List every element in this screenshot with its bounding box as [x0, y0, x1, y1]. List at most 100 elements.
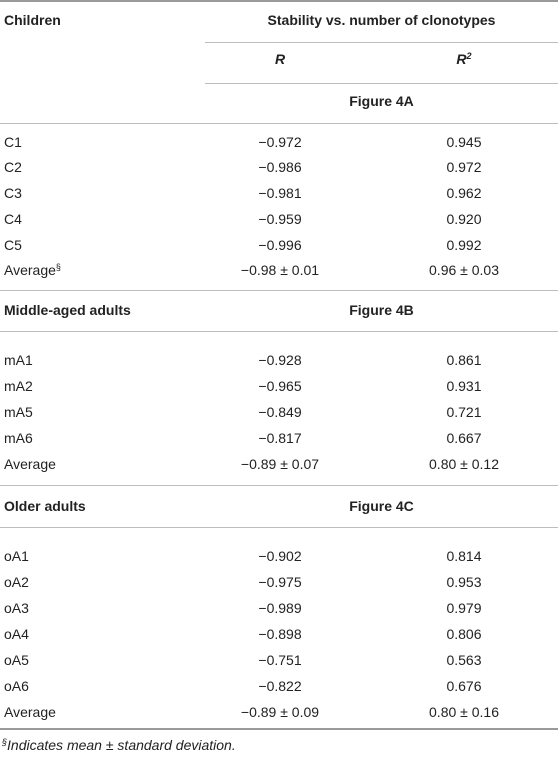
cell-r: −0.975: [258, 574, 302, 590]
cell-r2: 0.814: [446, 548, 482, 564]
section-rule: [0, 527, 558, 528]
table-row: oA2 −0.975 0.953: [0, 574, 558, 594]
table-row: mA5 −0.849 0.721: [0, 404, 558, 424]
column-r2-header: R2: [456, 51, 472, 67]
group-label-children: Children: [4, 12, 61, 28]
cell-r2: 0.979: [446, 600, 482, 616]
table-row: mA6 −0.817 0.667: [0, 430, 558, 450]
figure-label: Figure 4A: [349, 93, 414, 109]
cell-r: −0.89 ± 0.07: [240, 456, 320, 472]
cell-r: −0.981: [258, 185, 302, 201]
header-partial-rule: [205, 42, 558, 43]
footnote-marker: §: [55, 262, 61, 272]
row-label: mA6: [4, 430, 33, 446]
section-rule: [0, 290, 558, 291]
cell-r2: 0.563: [446, 652, 482, 668]
table-row-average: Average −0.89 ± 0.07 0.80 ± 0.12: [0, 456, 558, 476]
row-label: Average: [4, 704, 56, 720]
table-row: C1 −0.972 0.945: [0, 134, 558, 154]
table-footnote: §Indicates mean ± standard deviation.: [2, 737, 236, 753]
cell-r2: 0.96 ± 0.03: [429, 262, 499, 278]
cell-r: −0.98 ± 0.01: [240, 262, 320, 278]
footnote-marker: §: [2, 737, 8, 747]
header-row: Children Stability vs. number of clonoty…: [0, 12, 558, 32]
row-label: oA6: [4, 678, 29, 694]
table-row: mA2 −0.965 0.931: [0, 378, 558, 398]
row-label: mA5: [4, 404, 33, 420]
table-row: oA6 −0.822 0.676: [0, 678, 558, 698]
cell-r2: 0.667: [446, 430, 482, 446]
cell-r2: 0.920: [446, 211, 482, 227]
row-label: C1: [4, 134, 22, 150]
table-row: oA3 −0.989 0.979: [0, 600, 558, 620]
row-label: oA1: [4, 548, 29, 564]
cell-r: −0.817: [258, 430, 302, 446]
row-label: mA2: [4, 378, 33, 394]
cell-r2: 0.931: [446, 378, 482, 394]
footnote-text: Indicates mean ± standard deviation.: [7, 737, 236, 753]
column-r-header: R: [274, 51, 286, 67]
group-header-row: Older adults Figure 4C: [0, 498, 558, 518]
table-row: C4 −0.959 0.920: [0, 211, 558, 231]
cell-r2: 0.972: [446, 159, 482, 175]
cell-r2: 0.945: [446, 134, 482, 150]
table-row: C5 −0.996 0.992: [0, 237, 558, 257]
cell-r2: 0.861: [446, 352, 482, 368]
cell-r: −0.902: [258, 548, 302, 564]
span-title: Stability vs. number of clonotypes: [267, 12, 496, 28]
row-label: oA3: [4, 600, 29, 616]
row-label: Average: [4, 456, 56, 472]
table-row: C2 −0.986 0.972: [0, 159, 558, 179]
row-label: C3: [4, 185, 22, 201]
cell-r2: 0.80 ± 0.16: [429, 704, 499, 720]
cell-r: −0.986: [258, 159, 302, 175]
cell-r2: 0.962: [446, 185, 482, 201]
cell-r: −0.898: [258, 626, 302, 642]
cell-r2: 0.953: [446, 574, 482, 590]
table-row: oA1 −0.902 0.814: [0, 548, 558, 568]
figure-label-row: Figure 4A: [0, 93, 558, 113]
figure-label: Figure 4C: [349, 498, 414, 514]
cell-r2: 0.992: [446, 237, 482, 253]
colheader-rule: [205, 83, 558, 84]
cell-r: −0.751: [258, 652, 302, 668]
group-label-middle-aged: Middle-aged adults: [4, 302, 131, 318]
cell-r2: 0.721: [446, 404, 482, 420]
r2-superscript: 2: [466, 51, 472, 61]
cell-r: −0.89 ± 0.09: [240, 704, 320, 720]
cell-r: −0.989: [258, 600, 302, 616]
row-label: oA4: [4, 626, 29, 642]
table-bottom-rule: [0, 728, 558, 730]
cell-r2: 0.806: [446, 626, 482, 642]
row-label: C4: [4, 211, 22, 227]
cell-r: −0.822: [258, 678, 302, 694]
table-top-rule: [0, 0, 558, 2]
cell-r: −0.972: [258, 134, 302, 150]
cell-r2: 0.80 ± 0.12: [429, 456, 499, 472]
section-rule: [0, 331, 558, 332]
group-label-older-adults: Older adults: [4, 498, 86, 514]
cell-r: −0.996: [258, 237, 302, 253]
cell-r: −0.849: [258, 404, 302, 420]
row-label: oA5: [4, 652, 29, 668]
row-label: mA1: [4, 352, 33, 368]
cell-r: −0.928: [258, 352, 302, 368]
cell-r2: 0.676: [446, 678, 482, 694]
figure-label: Figure 4B: [349, 302, 414, 318]
row-label: oA2: [4, 574, 29, 590]
table-row-average: Average −0.89 ± 0.09 0.80 ± 0.16: [0, 704, 558, 724]
row-label: Average§: [4, 262, 61, 278]
table-row: oA5 −0.751 0.563: [0, 652, 558, 672]
cell-r: −0.965: [258, 378, 302, 394]
table-row-average: Average§ −0.98 ± 0.01 0.96 ± 0.03: [0, 262, 558, 282]
table-row: mA1 −0.928 0.861: [0, 352, 558, 372]
section-rule: [0, 123, 558, 124]
section-rule: [0, 485, 558, 486]
cell-r: −0.959: [258, 211, 302, 227]
group-header-row: Middle-aged adults Figure 4B: [0, 302, 558, 322]
row-label: C2: [4, 159, 22, 175]
row-label: C5: [4, 237, 22, 253]
table-row: oA4 −0.898 0.806: [0, 626, 558, 646]
table-row: C3 −0.981 0.962: [0, 185, 558, 205]
